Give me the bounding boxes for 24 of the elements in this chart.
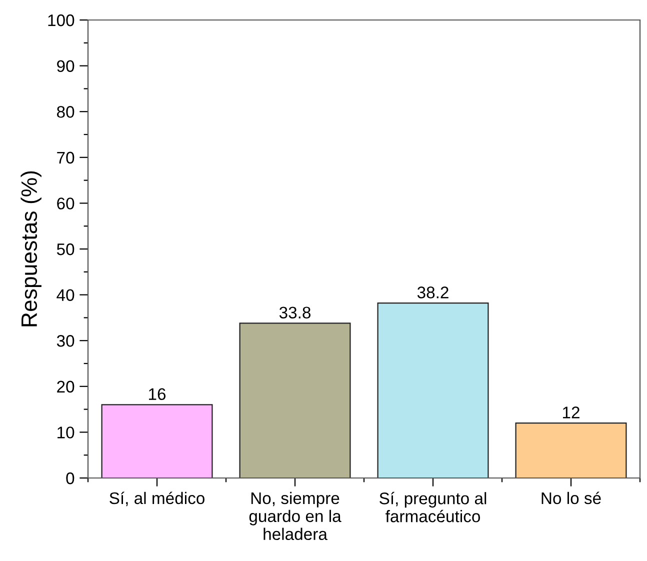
data-label: 38.2 (417, 286, 448, 298)
y-tick-label: 30 (56, 335, 74, 347)
bar (377, 302, 489, 478)
y-tick-label: 90 (57, 60, 74, 72)
y-tick-label: 70 (57, 152, 74, 164)
bar (239, 322, 351, 478)
y-tick-label: 60 (57, 198, 74, 210)
y-tick-label: 40 (56, 289, 74, 302)
bar (515, 422, 627, 478)
y-tick-label: 20 (57, 380, 74, 393)
x-tick-label: No lo sé (542, 492, 601, 504)
y-tick-label: 80 (56, 106, 74, 118)
data-label: 16 (149, 388, 166, 400)
y-tick-label: 10 (58, 426, 74, 438)
x-tick-label: Sí, al médico (110, 492, 204, 506)
data-label: 12 (563, 406, 580, 418)
data-label: 33.8 (279, 306, 310, 319)
y-tick-label: 50 (56, 243, 74, 256)
x-tick-label: Sí, pregunto al farmacéutico (380, 492, 486, 522)
y-tick-label: 0 (66, 472, 74, 484)
bar (101, 404, 213, 478)
y-tick-label: 100 (48, 14, 74, 26)
x-tick-label: No, siempre guardo en la heladera (249, 492, 342, 540)
y-axis-title: Respuestas (%) (20, 171, 42, 326)
